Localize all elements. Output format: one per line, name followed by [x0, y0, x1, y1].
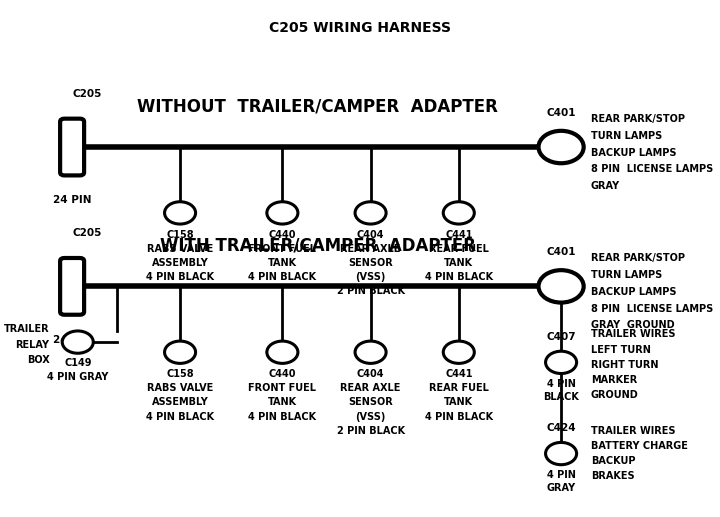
Text: TANK: TANK — [444, 398, 473, 407]
Text: C205: C205 — [72, 89, 102, 99]
Circle shape — [165, 202, 196, 224]
Text: REAR PARK/STOP: REAR PARK/STOP — [590, 253, 685, 264]
Text: TANK: TANK — [444, 258, 473, 268]
Text: C404: C404 — [357, 369, 384, 379]
Text: BACKUP LAMPS: BACKUP LAMPS — [590, 148, 676, 158]
Text: WITHOUT  TRAILER/CAMPER  ADAPTER: WITHOUT TRAILER/CAMPER ADAPTER — [138, 98, 498, 115]
Text: C440: C440 — [269, 230, 296, 239]
Text: C401: C401 — [546, 247, 576, 257]
Text: SENSOR: SENSOR — [348, 258, 393, 268]
Text: 4 PIN: 4 PIN — [546, 378, 575, 389]
FancyBboxPatch shape — [60, 119, 84, 175]
Text: C205 WIRING HARNESS: C205 WIRING HARNESS — [269, 21, 451, 35]
Text: TURN LAMPS: TURN LAMPS — [590, 131, 662, 141]
Text: 4 PIN: 4 PIN — [546, 470, 575, 480]
Circle shape — [355, 341, 386, 363]
Text: GRAY: GRAY — [590, 181, 620, 191]
Text: FRONT FUEL: FRONT FUEL — [248, 244, 316, 254]
Circle shape — [444, 341, 474, 363]
Text: C205: C205 — [72, 228, 102, 238]
Text: C441: C441 — [445, 230, 472, 239]
Circle shape — [539, 131, 584, 163]
Circle shape — [267, 202, 298, 224]
Text: 8 PIN  LICENSE LAMPS: 8 PIN LICENSE LAMPS — [590, 164, 713, 174]
Text: REAR FUEL: REAR FUEL — [429, 383, 489, 393]
Text: 2 PIN BLACK: 2 PIN BLACK — [336, 286, 405, 296]
Text: C401: C401 — [546, 108, 576, 118]
Text: TRAILER: TRAILER — [4, 325, 50, 334]
Text: TRAILER WIRES: TRAILER WIRES — [590, 329, 675, 340]
Circle shape — [165, 341, 196, 363]
Text: TURN LAMPS: TURN LAMPS — [590, 270, 662, 280]
Text: RABS VALVE: RABS VALVE — [147, 244, 213, 254]
Text: 4 PIN BLACK: 4 PIN BLACK — [146, 412, 214, 421]
Text: GRAY  GROUND: GRAY GROUND — [590, 321, 675, 330]
Circle shape — [62, 331, 94, 353]
Text: C440: C440 — [269, 369, 296, 379]
Text: 4 PIN BLACK: 4 PIN BLACK — [146, 272, 214, 282]
Text: REAR PARK/STOP: REAR PARK/STOP — [590, 114, 685, 124]
Text: BRAKES: BRAKES — [590, 472, 634, 481]
Text: RIGHT TURN: RIGHT TURN — [590, 360, 658, 370]
Text: 4 PIN BLACK: 4 PIN BLACK — [248, 272, 317, 282]
Text: WITH TRAILER/CAMPER  ADAPTER: WITH TRAILER/CAMPER ADAPTER — [160, 237, 476, 255]
Circle shape — [539, 270, 584, 302]
Text: BOX: BOX — [27, 355, 50, 365]
Text: C149: C149 — [64, 358, 91, 368]
Circle shape — [444, 202, 474, 224]
Text: (VSS): (VSS) — [356, 412, 386, 421]
Text: FRONT FUEL: FRONT FUEL — [248, 383, 316, 393]
Text: C407: C407 — [546, 332, 576, 342]
Circle shape — [267, 341, 298, 363]
Circle shape — [355, 202, 386, 224]
Text: BACKUP LAMPS: BACKUP LAMPS — [590, 287, 676, 297]
Text: REAR AXLE: REAR AXLE — [341, 244, 401, 254]
Text: ASSEMBLY: ASSEMBLY — [152, 398, 209, 407]
Text: 4 PIN BLACK: 4 PIN BLACK — [425, 272, 493, 282]
Text: SENSOR: SENSOR — [348, 398, 393, 407]
Text: C424: C424 — [546, 423, 576, 433]
Text: RELAY: RELAY — [16, 340, 50, 349]
Text: 2 PIN BLACK: 2 PIN BLACK — [336, 425, 405, 436]
Text: GRAY: GRAY — [546, 483, 576, 493]
FancyBboxPatch shape — [60, 258, 84, 315]
Text: REAR AXLE: REAR AXLE — [341, 383, 401, 393]
Text: (VSS): (VSS) — [356, 272, 386, 282]
Text: C158: C158 — [166, 230, 194, 239]
Text: TRAILER WIRES: TRAILER WIRES — [590, 426, 675, 436]
Text: 4 PIN BLACK: 4 PIN BLACK — [425, 412, 493, 421]
Text: C158: C158 — [166, 369, 194, 379]
Text: 24 PIN: 24 PIN — [53, 334, 91, 344]
Text: BLACK: BLACK — [543, 392, 579, 402]
Text: 4 PIN BLACK: 4 PIN BLACK — [248, 412, 317, 421]
Text: GROUND: GROUND — [590, 390, 639, 400]
Circle shape — [546, 351, 577, 373]
Text: REAR FUEL: REAR FUEL — [429, 244, 489, 254]
Text: BATTERY CHARGE: BATTERY CHARGE — [590, 441, 688, 451]
Text: ASSEMBLY: ASSEMBLY — [152, 258, 209, 268]
Text: 24 PIN: 24 PIN — [53, 195, 91, 205]
Text: 4 PIN GRAY: 4 PIN GRAY — [47, 372, 109, 383]
Text: RABS VALVE: RABS VALVE — [147, 383, 213, 393]
Text: C441: C441 — [445, 369, 472, 379]
Text: BACKUP: BACKUP — [590, 456, 635, 466]
Text: 8 PIN  LICENSE LAMPS: 8 PIN LICENSE LAMPS — [590, 303, 713, 314]
Text: C404: C404 — [357, 230, 384, 239]
Text: TANK: TANK — [268, 258, 297, 268]
Circle shape — [546, 443, 577, 465]
Text: MARKER: MARKER — [590, 375, 637, 385]
Text: LEFT TURN: LEFT TURN — [590, 345, 651, 355]
Text: TANK: TANK — [268, 398, 297, 407]
